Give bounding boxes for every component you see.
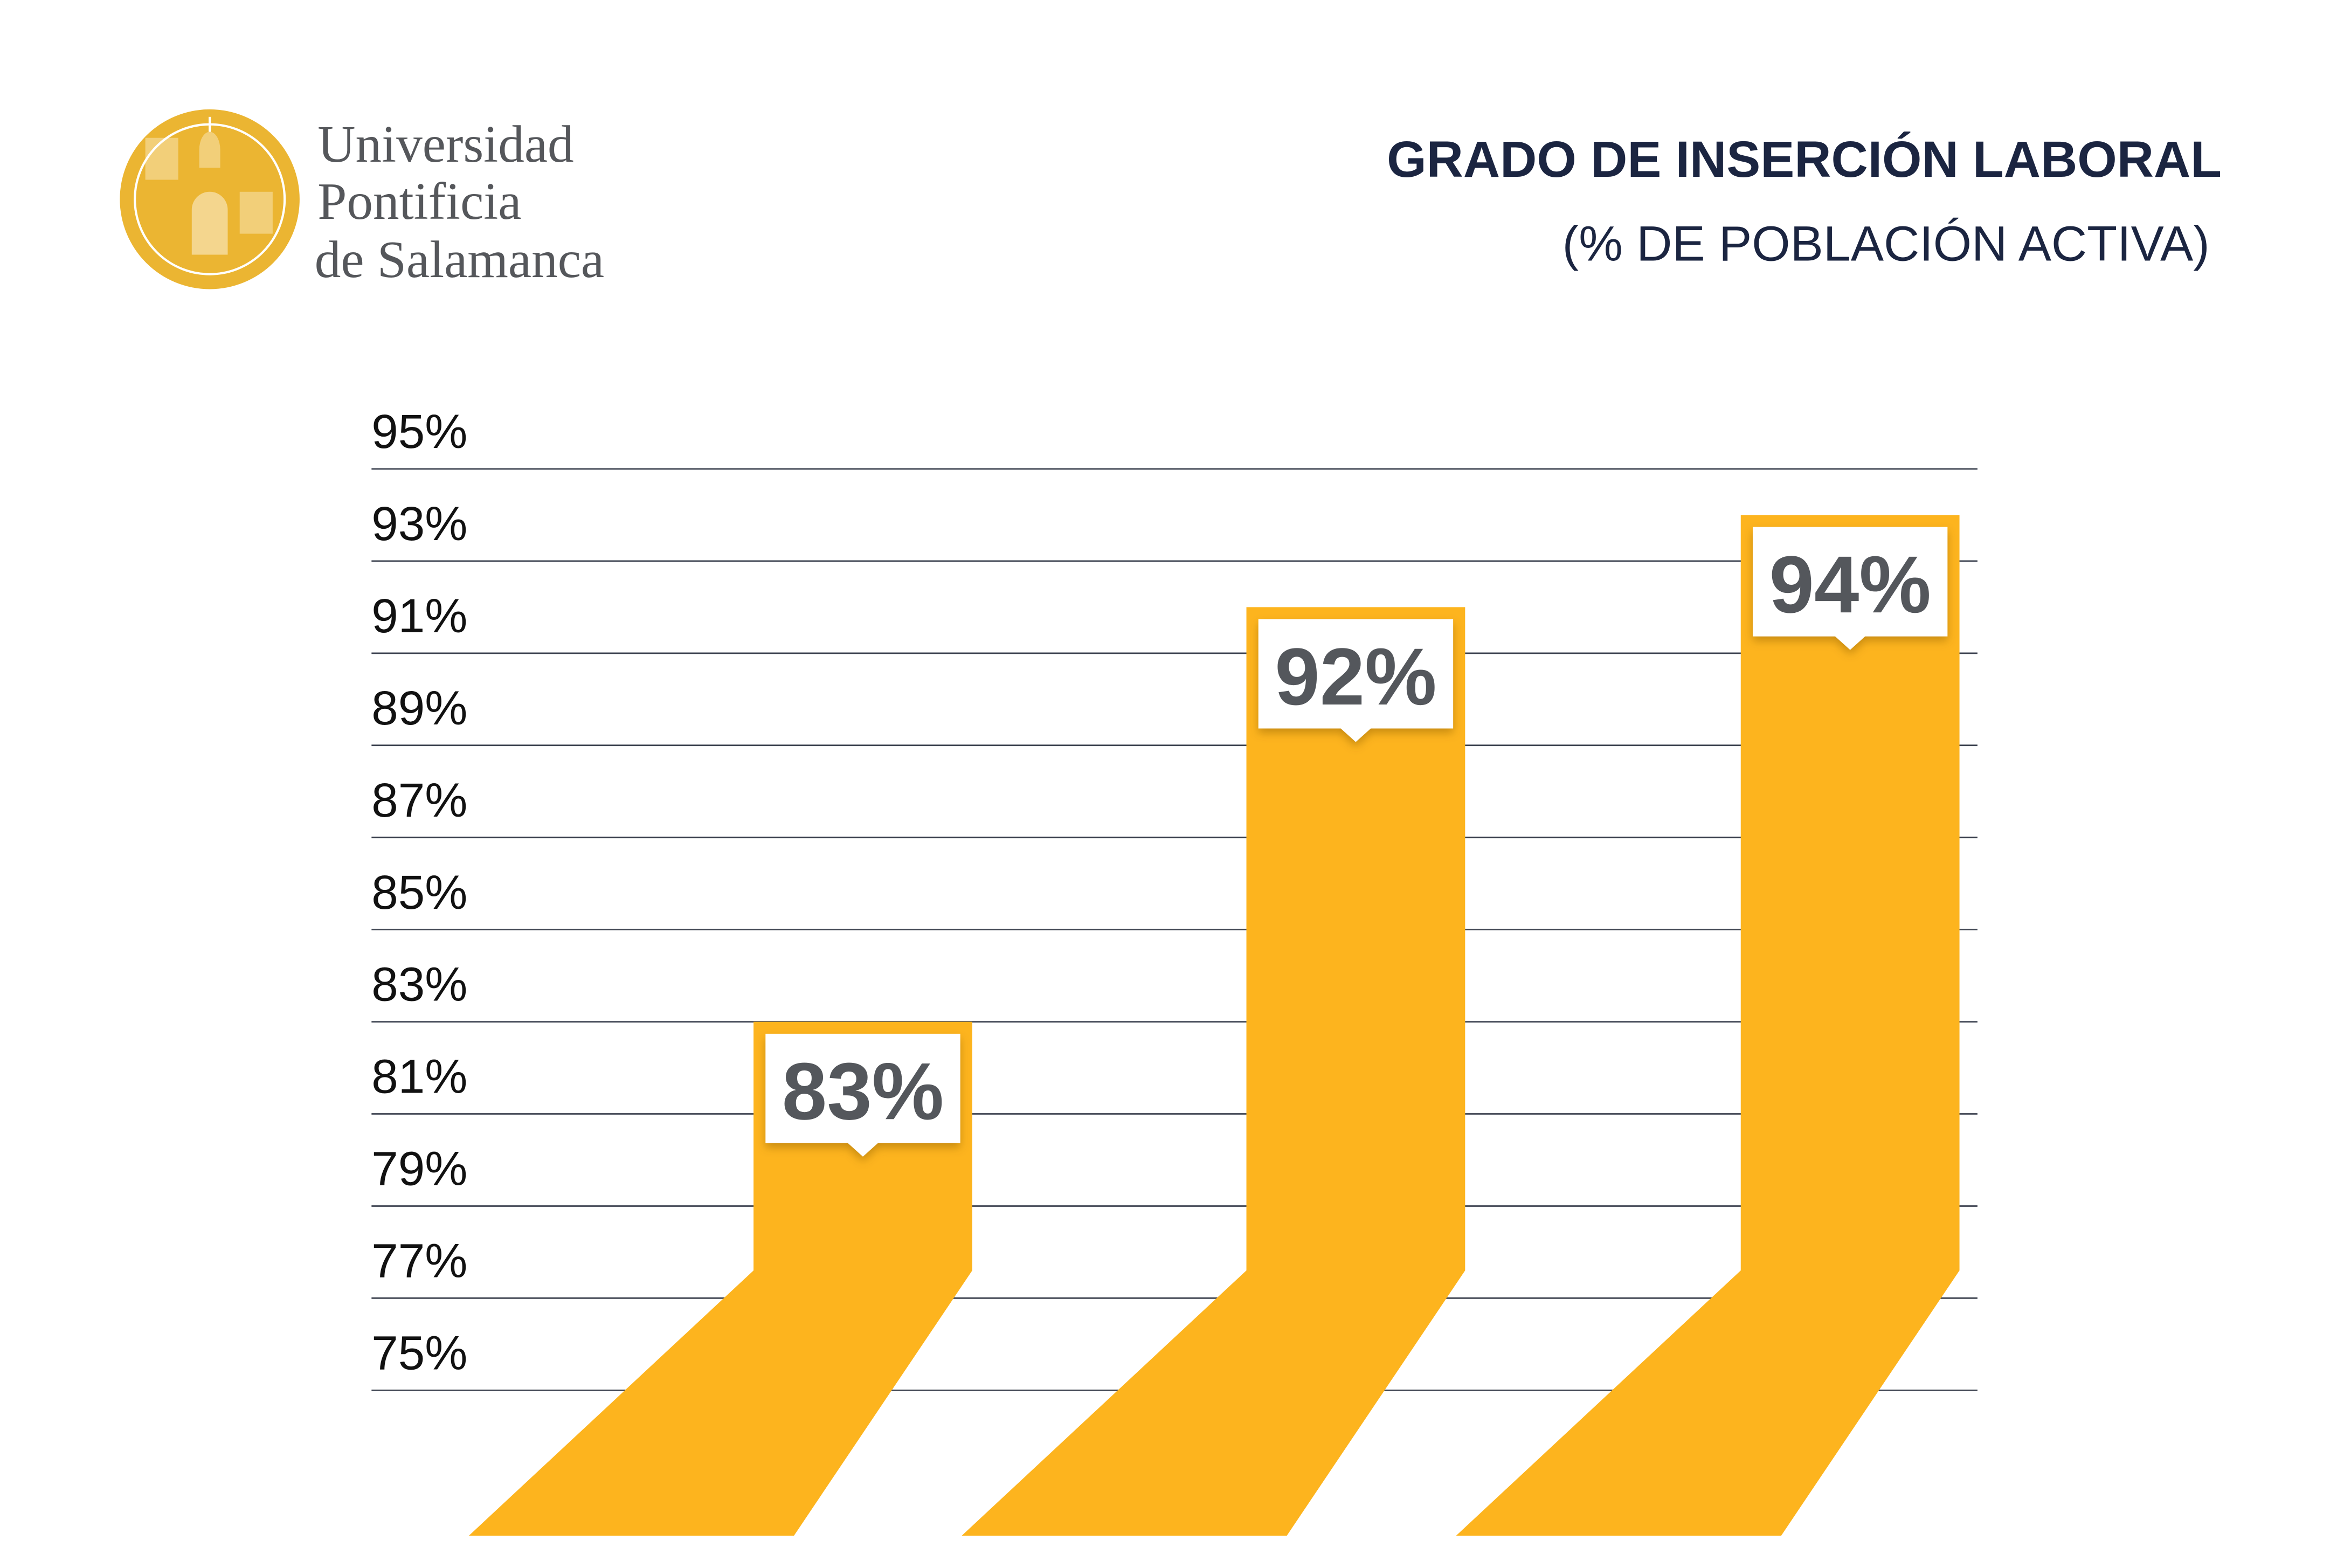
data-label: 94% <box>1769 539 1931 630</box>
y-tick-label: 93% <box>371 496 467 550</box>
logo-line-3: de Salamanca <box>315 231 604 289</box>
y-tick-label: 91% <box>371 589 467 643</box>
y-tick-label: 75% <box>371 1325 467 1379</box>
chart-title: GRADO DE INSERCIÓN LABORAL <box>1387 131 2222 188</box>
data-label-box <box>1752 527 1948 650</box>
data-label: 83% <box>782 1046 944 1136</box>
bar <box>962 607 1465 1536</box>
university-seal-icon <box>120 109 300 289</box>
data-label-box <box>765 1033 960 1157</box>
chart-subtitle: (% DE POBLACIÓN ACTIVA) <box>1562 217 2210 272</box>
data-label: 92% <box>1275 631 1436 722</box>
y-tick-label: 87% <box>371 773 467 827</box>
logo-line-1: Universidad <box>317 115 573 174</box>
bar <box>468 1021 972 1536</box>
y-tick-label: 81% <box>371 1049 467 1103</box>
logo-line-2: Pontificia <box>317 172 521 231</box>
bar-group: 83% <box>468 1021 972 1536</box>
logo: Universidad Pontificia de Salamanca <box>120 109 604 289</box>
bar-group: 92% <box>962 607 1465 1536</box>
y-tick-label: 83% <box>371 957 467 1011</box>
data-label-box <box>1258 619 1454 742</box>
bars: 83% 92% 94% <box>468 515 1960 1536</box>
y-tick-label: 89% <box>371 681 467 735</box>
gridlines <box>371 468 1978 1391</box>
y-tick-label: 77% <box>371 1234 467 1288</box>
y-axis: 95% 93% 91% 89% 87% 85% 83% 81% 79% 77% 75% <box>371 404 467 1379</box>
y-tick-label: 95% <box>371 404 467 458</box>
y-tick-label: 79% <box>371 1142 467 1196</box>
bar <box>1456 515 1960 1536</box>
bar-group: 94% <box>1456 515 1960 1536</box>
y-tick-label: 85% <box>371 865 467 919</box>
